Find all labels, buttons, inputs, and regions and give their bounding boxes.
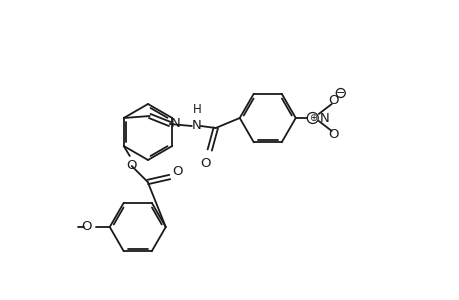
Text: O: O (81, 220, 91, 233)
Text: O: O (172, 164, 183, 178)
Text: N: N (191, 118, 201, 131)
Text: O: O (328, 94, 338, 106)
Text: −: − (336, 88, 345, 98)
Text: H: H (192, 103, 201, 116)
Text: O: O (328, 128, 338, 140)
Text: N: N (319, 112, 329, 124)
Text: N: N (170, 116, 180, 130)
Text: O: O (126, 159, 137, 172)
Text: O: O (200, 157, 211, 170)
Text: ⊕: ⊕ (308, 113, 316, 123)
